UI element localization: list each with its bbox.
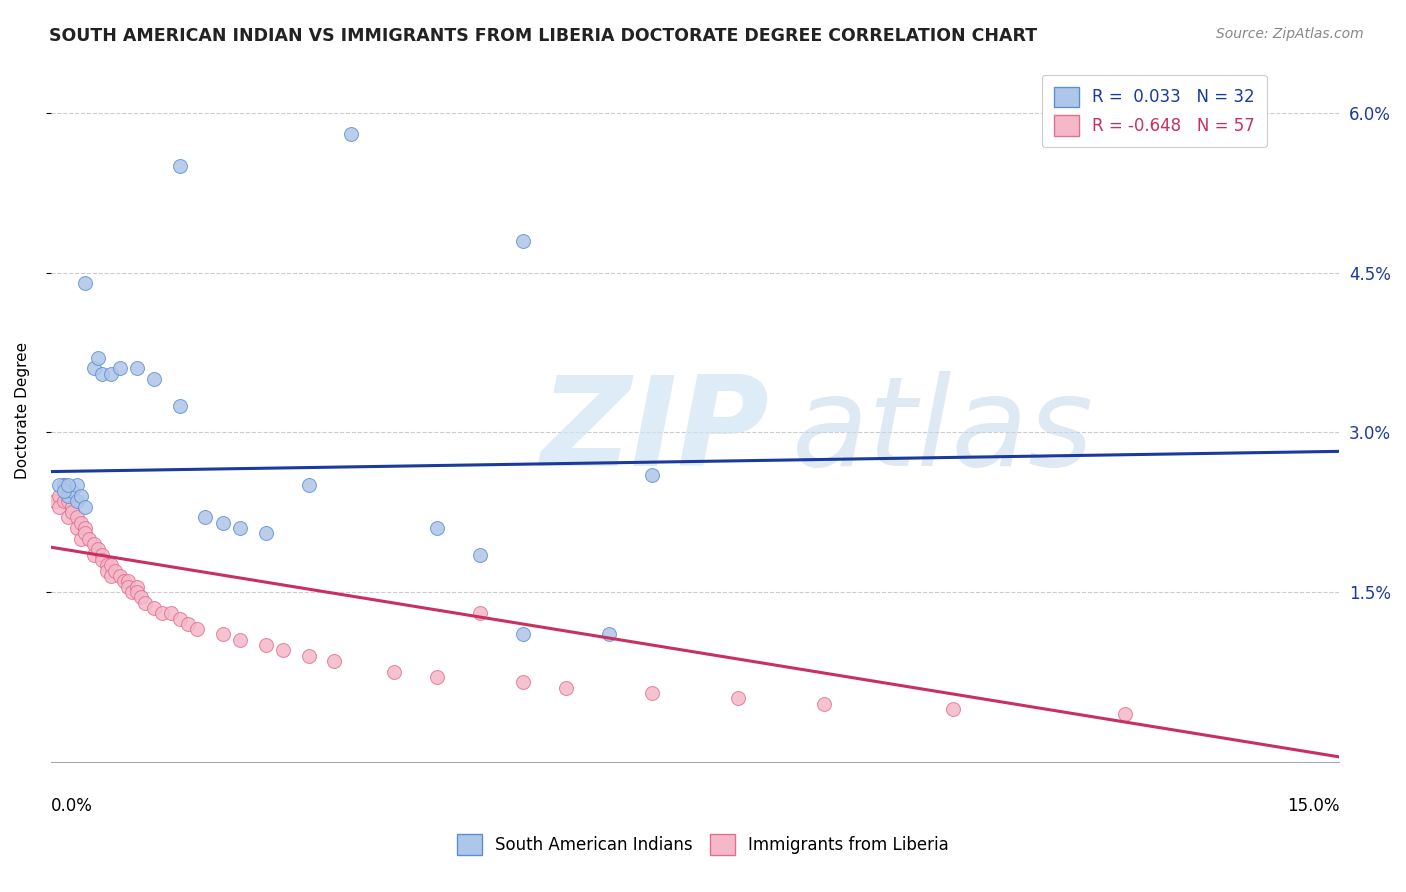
- Text: Source: ZipAtlas.com: Source: ZipAtlas.com: [1216, 27, 1364, 41]
- Point: [942, 702, 965, 716]
- Point: [152, 606, 174, 620]
- Point: [121, 585, 143, 599]
- Point: [177, 616, 200, 631]
- Point: [56, 494, 79, 508]
- Point: [117, 574, 139, 589]
- Point: [641, 467, 664, 482]
- Point: [125, 361, 148, 376]
- Point: [211, 516, 233, 530]
- Point: [426, 521, 449, 535]
- Point: [65, 510, 87, 524]
- Point: [194, 510, 217, 524]
- Text: 0.0%: 0.0%: [51, 797, 93, 815]
- Point: [108, 569, 131, 583]
- Point: [60, 505, 83, 519]
- Point: [211, 627, 233, 641]
- Point: [56, 478, 79, 492]
- Point: [813, 697, 835, 711]
- Point: [91, 367, 114, 381]
- Point: [48, 489, 70, 503]
- Point: [75, 526, 97, 541]
- Point: [169, 611, 191, 625]
- Point: [426, 670, 449, 684]
- Point: [254, 638, 277, 652]
- Legend: South American Indians, Immigrants from Liberia: South American Indians, Immigrants from …: [450, 828, 956, 862]
- Point: [254, 526, 277, 541]
- Point: [297, 478, 319, 492]
- Point: [52, 483, 75, 498]
- Point: [60, 483, 83, 498]
- Point: [384, 665, 406, 679]
- Point: [100, 569, 122, 583]
- Point: [117, 580, 139, 594]
- Point: [44, 494, 66, 508]
- Point: [70, 532, 93, 546]
- Point: [52, 478, 75, 492]
- Point: [91, 548, 114, 562]
- Point: [104, 564, 127, 578]
- Legend: R =  0.033   N = 32, R = -0.648   N = 57: R = 0.033 N = 32, R = -0.648 N = 57: [1042, 75, 1267, 147]
- Point: [512, 627, 534, 641]
- Point: [598, 627, 620, 641]
- Point: [65, 521, 87, 535]
- Point: [470, 548, 492, 562]
- Point: [70, 489, 93, 503]
- Point: [56, 489, 79, 503]
- Point: [229, 632, 252, 647]
- Point: [52, 478, 75, 492]
- Point: [75, 521, 97, 535]
- Point: [83, 548, 105, 562]
- Point: [87, 542, 110, 557]
- Point: [186, 622, 208, 636]
- Point: [100, 367, 122, 381]
- Point: [65, 478, 87, 492]
- Point: [160, 606, 183, 620]
- Point: [108, 361, 131, 376]
- Point: [727, 691, 749, 706]
- Text: ZIP: ZIP: [540, 371, 769, 492]
- Point: [229, 521, 252, 535]
- Point: [134, 595, 156, 609]
- Point: [512, 234, 534, 248]
- Point: [641, 686, 664, 700]
- Point: [169, 159, 191, 173]
- Point: [470, 606, 492, 620]
- Point: [142, 372, 165, 386]
- Point: [129, 591, 152, 605]
- Point: [100, 558, 122, 573]
- Point: [75, 276, 97, 290]
- Point: [56, 510, 79, 524]
- Point: [52, 494, 75, 508]
- Point: [70, 516, 93, 530]
- Point: [512, 675, 534, 690]
- Point: [271, 643, 294, 657]
- Point: [65, 494, 87, 508]
- Point: [79, 532, 101, 546]
- Point: [48, 478, 70, 492]
- Point: [125, 585, 148, 599]
- Point: [297, 648, 319, 663]
- Point: [169, 399, 191, 413]
- Point: [555, 681, 578, 695]
- Text: 15.0%: 15.0%: [1286, 797, 1340, 815]
- Point: [96, 558, 118, 573]
- Point: [60, 500, 83, 514]
- Point: [91, 553, 114, 567]
- Point: [83, 361, 105, 376]
- Point: [75, 500, 97, 514]
- Point: [142, 600, 165, 615]
- Point: [83, 537, 105, 551]
- Text: SOUTH AMERICAN INDIAN VS IMMIGRANTS FROM LIBERIA DOCTORATE DEGREE CORRELATION CH: SOUTH AMERICAN INDIAN VS IMMIGRANTS FROM…: [49, 27, 1038, 45]
- Point: [112, 574, 135, 589]
- Point: [1114, 707, 1136, 722]
- Point: [125, 580, 148, 594]
- Point: [96, 564, 118, 578]
- Point: [48, 500, 70, 514]
- Text: atlas: atlas: [792, 371, 1094, 492]
- Y-axis label: Doctorate Degree: Doctorate Degree: [15, 343, 30, 480]
- Point: [340, 127, 363, 141]
- Point: [87, 351, 110, 365]
- Point: [323, 654, 346, 668]
